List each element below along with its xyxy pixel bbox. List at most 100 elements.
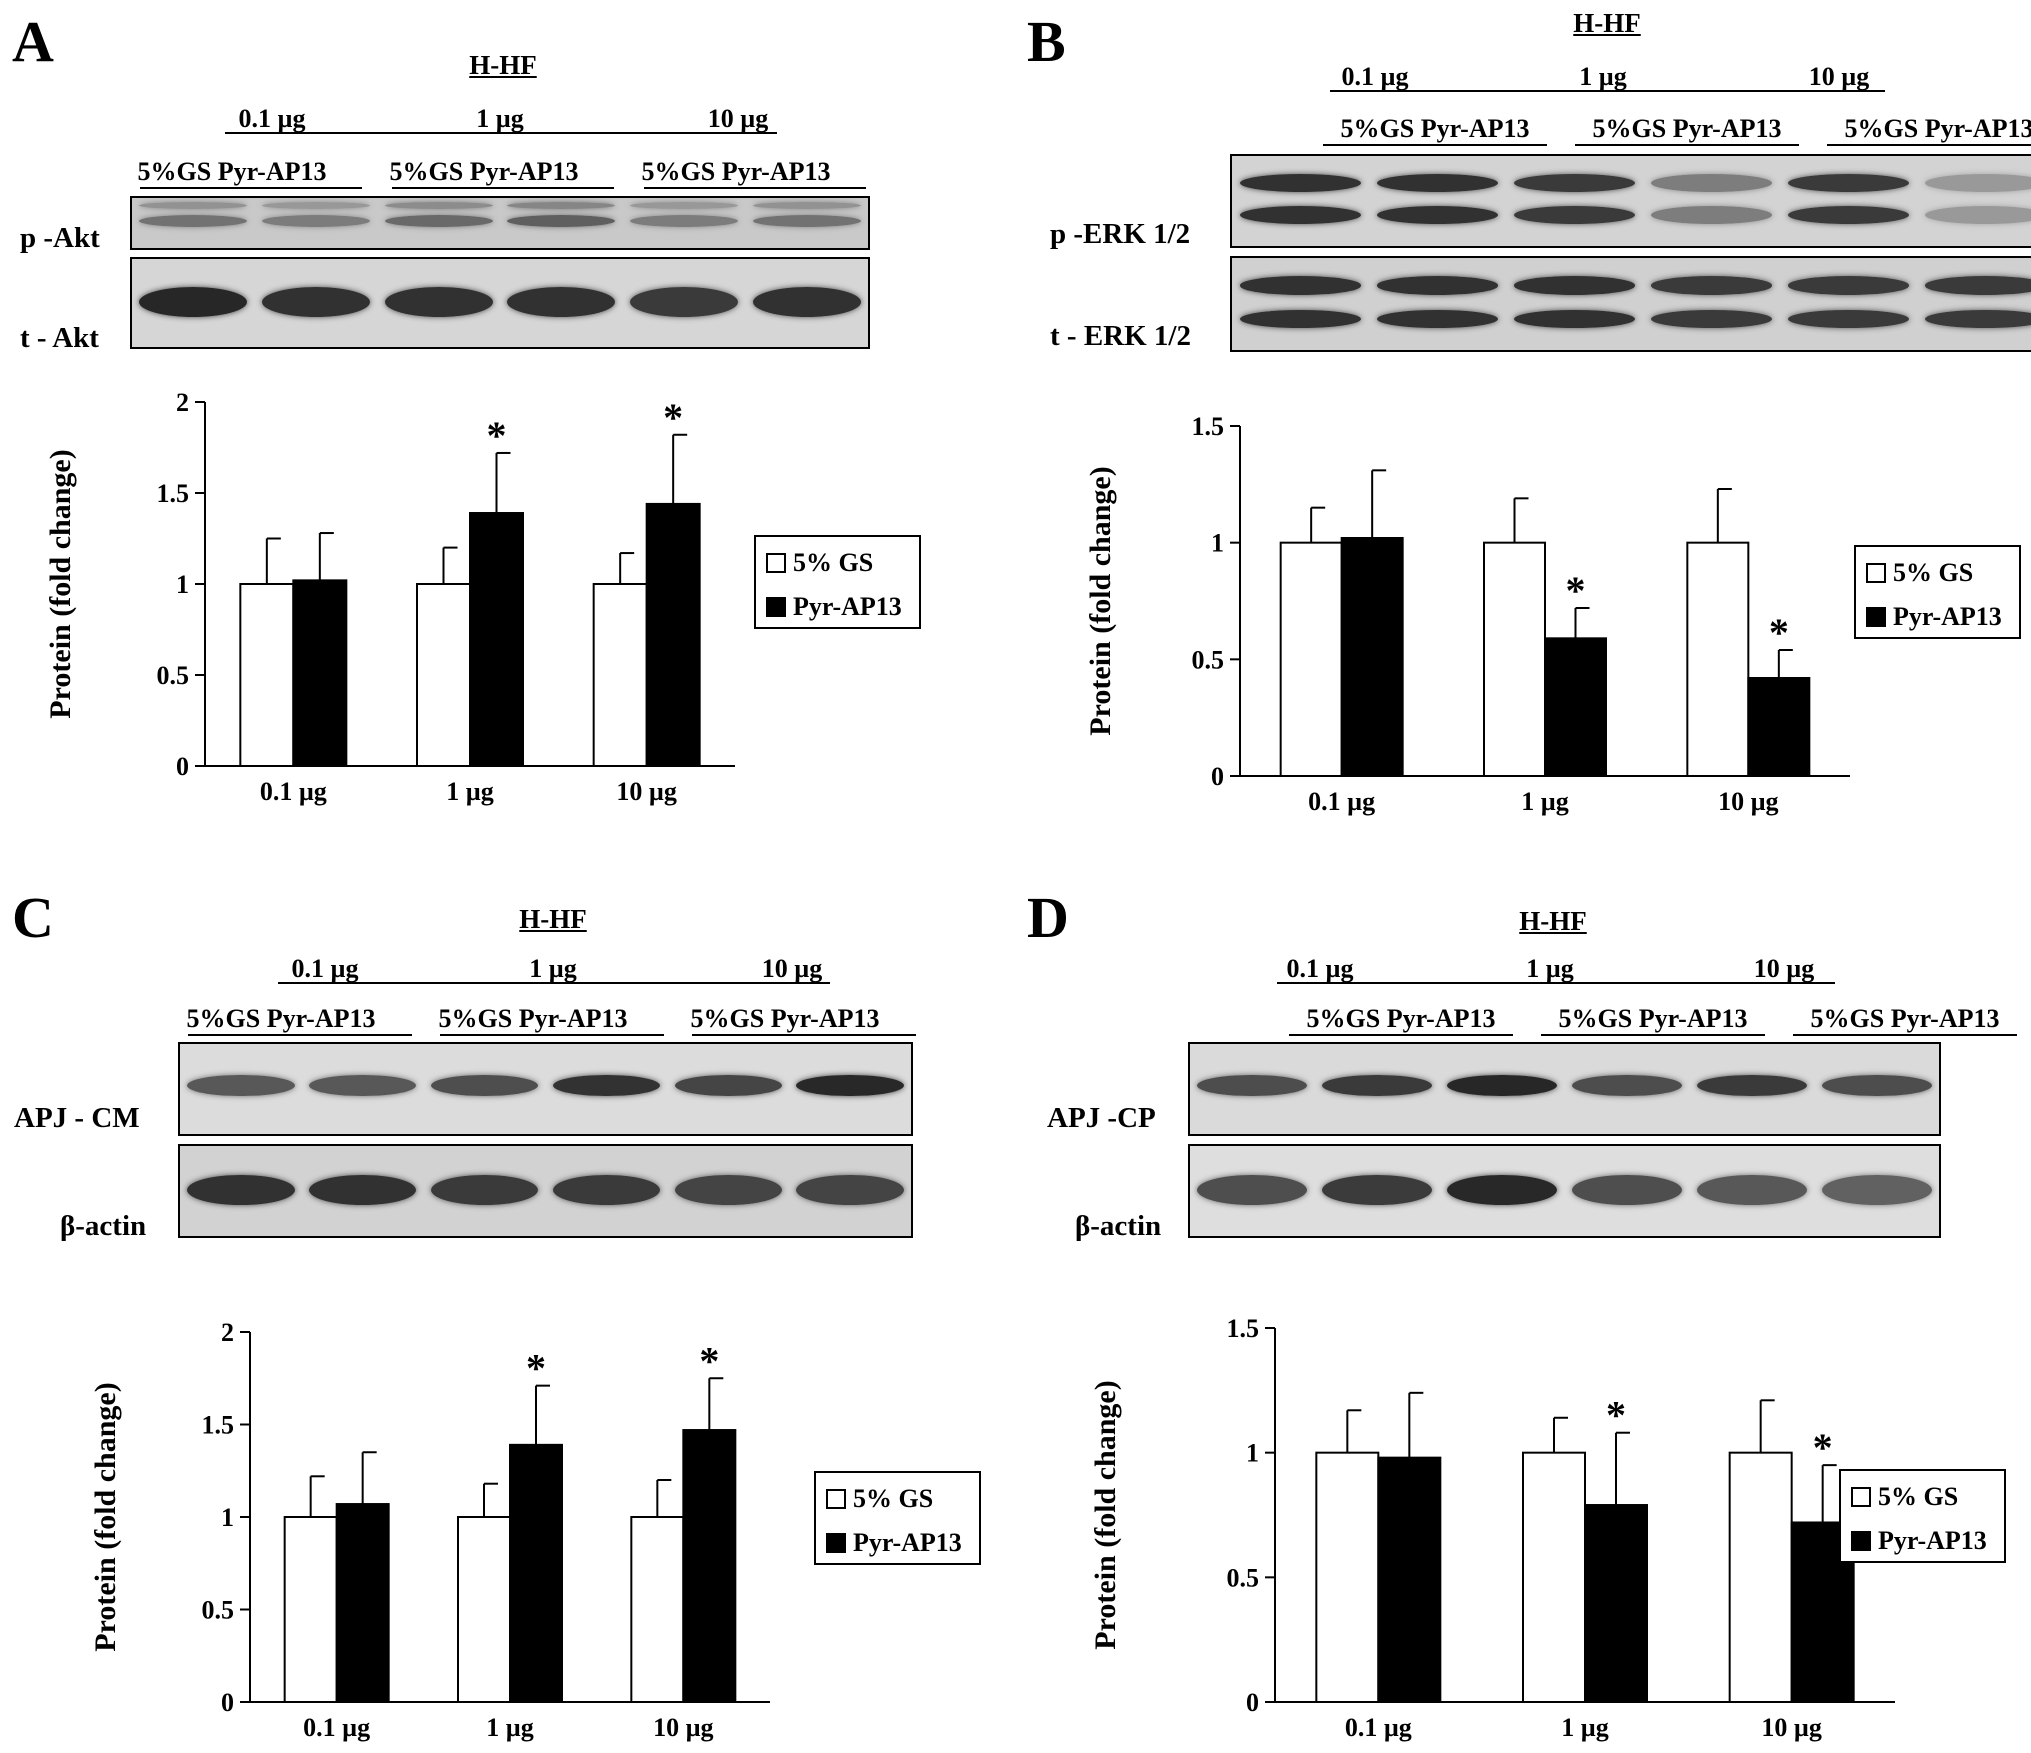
significance-marker: *: [487, 413, 507, 458]
dose-label-2: 10 µg: [1808, 62, 1870, 91]
bar: [1522, 1451, 1586, 1704]
western-blot-image: [1230, 154, 2031, 248]
lane-group-line-0: [140, 187, 362, 189]
y-tick-label: 1: [221, 1503, 234, 1532]
lane-group-label-0: 5%GS Pyr-AP13: [186, 1004, 376, 1033]
lane-group-line-2: [644, 187, 866, 189]
blot-band: [430, 1074, 539, 1097]
blot-band: [1696, 1174, 1807, 1206]
blot-band: [1651, 206, 1772, 225]
blot-label: β-actin: [1075, 1210, 1162, 1242]
western-blot-image: [130, 196, 870, 250]
blot-band: [1925, 276, 2031, 295]
y-tick-label: 0.5: [1227, 1563, 1260, 1592]
blot-label: p -ERK 1/2: [1050, 218, 1191, 250]
blot-band: [674, 1174, 782, 1206]
blot-band: [1377, 206, 1498, 225]
blot-band: [262, 215, 370, 227]
significance-marker: *: [1566, 568, 1586, 613]
western-blot-image: [1188, 1042, 1941, 1136]
bar: [1747, 677, 1811, 777]
panel-letter: A: [12, 9, 54, 74]
blot-band: [139, 202, 248, 209]
blot-band: [1377, 276, 1498, 295]
western-blot-image: [130, 257, 870, 349]
significance-marker: *: [1769, 610, 1789, 655]
blot-band: [1788, 276, 1909, 295]
bar: [416, 583, 471, 767]
bar: [592, 583, 648, 767]
y-tick-label: 1.5: [1227, 1314, 1260, 1343]
lane-group-line-0: [1289, 1034, 1513, 1036]
blot-band: [139, 287, 248, 318]
x-tick-label: 10 µg: [1718, 787, 1778, 816]
bar-chart-d: 0 0.5 1 1.5 Protein (fold change) 0.1 µg * 1 µg…: [1089, 1314, 2006, 1742]
blot-band: [1925, 174, 2031, 192]
lane-group-label-0: 5%GS Pyr-AP13: [137, 157, 327, 186]
western-blot-image: [1188, 1144, 1941, 1238]
dose-label-2: 10 µg: [707, 104, 769, 133]
blot-band: [1571, 1074, 1682, 1097]
panel-d: D H-HF 0.1 µg 1 µg 10 µg 5%GS Pyr-AP13 5…: [1015, 876, 2030, 1752]
y-tick-label: 1.5: [157, 479, 190, 508]
blot-band: [1322, 1174, 1433, 1206]
lane-group-label-0: 5%GS Pyr-AP13: [1306, 1004, 1496, 1033]
blot-band: [187, 1174, 295, 1206]
dose-bracket-line: [225, 132, 777, 134]
y-tick-label: 1.5: [1192, 412, 1225, 441]
y-tick-label: 0: [221, 1688, 234, 1717]
western-blot-image: [178, 1144, 913, 1238]
blot-label: β-actin: [60, 1210, 147, 1242]
blot-band: [1447, 1074, 1557, 1097]
lane-group-label-1: 5%GS Pyr-AP13: [389, 157, 579, 186]
x-tick-label: 10 µg: [616, 777, 676, 806]
blot-band: [796, 1174, 904, 1206]
blot-band: [139, 215, 248, 227]
lane-group-label-2: 5%GS Pyr-AP13: [641, 157, 831, 186]
y-axis-label: Protein (fold change): [1084, 466, 1117, 735]
y-tick-label: 0: [1246, 1688, 1259, 1717]
x-tick-label: 10 µg: [1761, 1713, 1821, 1742]
significance-marker: *: [1813, 1425, 1833, 1470]
bar: [630, 1516, 685, 1703]
significance-marker: *: [663, 395, 683, 440]
blot-label: t - ERK 1/2: [1050, 320, 1191, 352]
legend-swatch: [1866, 563, 1886, 583]
blot-band: [1514, 174, 1635, 192]
legend-swatch: [1851, 1531, 1871, 1551]
blot-band: [1651, 276, 1772, 295]
bar: [645, 502, 701, 767]
blot-band: [1788, 206, 1909, 225]
bar: [1686, 541, 1750, 777]
x-tick-label: 0.1 µg: [303, 1713, 370, 1742]
legend-label: 5% GS: [1878, 1482, 1958, 1511]
bar: [457, 1516, 511, 1703]
legend-swatch: [766, 553, 786, 573]
lane-group-label-2: 5%GS Pyr-AP13: [1844, 114, 2031, 143]
dose-label-0: 0.1 µg: [1341, 62, 1409, 91]
dose-bracket-line: [1330, 90, 1885, 92]
y-axis-label: Protein (fold change): [89, 1382, 122, 1651]
blot-band: [1925, 309, 2031, 328]
x-tick-label: 1 µg: [1561, 1713, 1608, 1742]
x-tick-label: 1 µg: [1521, 787, 1568, 816]
lane-group-line-2: [1827, 144, 2031, 146]
panel-a: A H-HF 0.1 µg 1 µg 10 µg 5%GS Pyr-AP13 5…: [0, 0, 1015, 876]
blot-band: [1696, 1074, 1807, 1097]
lane-group-label-2: 5%GS Pyr-AP13: [1810, 1004, 2000, 1033]
blot-band: [752, 215, 861, 227]
blot-band: [1240, 174, 1361, 192]
blot-band: [752, 287, 861, 318]
blot-band: [1447, 1174, 1557, 1206]
dose-bracket-line: [278, 982, 830, 984]
legend-label: 5% GS: [1893, 558, 1973, 587]
legend-label: Pyr-AP13: [1893, 602, 2002, 631]
group-label: H-HF: [469, 50, 537, 80]
lane-group-line-1: [1541, 1034, 1765, 1036]
blot-band: [309, 1074, 417, 1097]
panel-c: C H-HF 0.1 µg 1 µg 10 µg 5%GS Pyr-AP13 5…: [0, 876, 1015, 1752]
bar: [239, 583, 295, 767]
blot-band: [1821, 1074, 1932, 1097]
bar: [509, 1443, 563, 1703]
group-label: H-HF: [1573, 8, 1641, 38]
